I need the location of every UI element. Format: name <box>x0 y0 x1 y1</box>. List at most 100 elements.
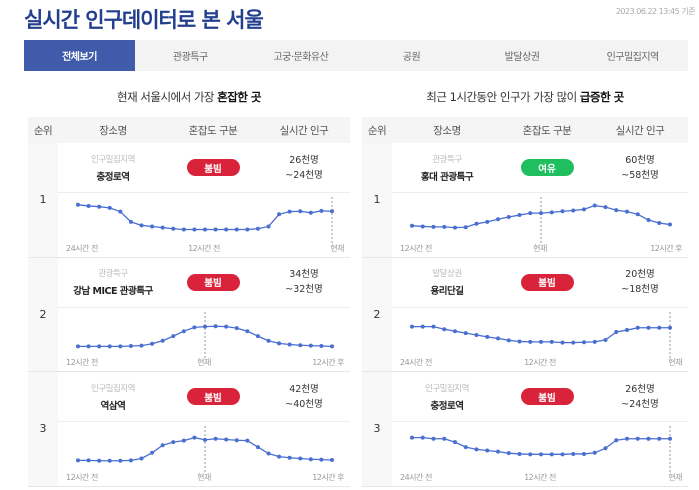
axis-label-start: 24시간 전 <box>66 243 98 253</box>
data-point <box>668 436 672 441</box>
title-prefix: 현재 서울시에서 가장 <box>116 90 218 104</box>
table-row[interactable]: 3 인구밀집지역 충정로역 붐빔 26천명 ~24천명 24시간 전 12시간 전 현재 <box>362 372 688 487</box>
data-point <box>496 335 500 340</box>
population-now: 26천명 <box>289 154 319 166</box>
data-point <box>319 457 324 462</box>
population-range: ~32천명 <box>285 284 323 295</box>
data-point <box>255 333 260 338</box>
tab-palace-heritage[interactable]: 고궁·문화유산 <box>273 52 329 63</box>
data-point <box>463 330 468 335</box>
timestamp: 2023.06.22 13:45 기준 <box>615 7 696 16</box>
right-section-title: 최근 1시간동안 인구가 가장 많이 급증한 곳 <box>362 89 688 105</box>
table-row[interactable]: 2 관광특구 강남 MICE 관광특구 붐빔 34천명 ~32천명 12시간 전 현재 12시간… <box>28 257 350 372</box>
data-point <box>506 451 511 456</box>
data-point <box>181 227 186 232</box>
data-point <box>539 211 543 216</box>
table-row[interactable]: 1 인구밀집지역 충정로역 붐빔 26천명 ~24천명 24시간 전 12시간 전 현재 <box>28 143 350 258</box>
axis-label-mid: 현재 <box>197 358 211 367</box>
table-row[interactable]: 2 발달상권 용리단길 붐빔 20천명 ~18천명 24시간 전 12시간 전 현재 <box>362 257 688 372</box>
data-point <box>128 343 133 348</box>
axis-label-start: 24시간 전 <box>400 358 432 367</box>
data-point <box>203 324 207 329</box>
data-point <box>517 451 522 456</box>
data-point <box>603 337 608 342</box>
data-point <box>410 435 414 440</box>
place-name[interactable]: 충정로역 <box>96 171 130 183</box>
col-rank: 순위 <box>33 124 53 137</box>
data-point <box>668 325 672 330</box>
data-point <box>528 339 533 344</box>
data-point <box>118 209 123 214</box>
population-range: ~24천명 <box>621 398 659 410</box>
data-point <box>571 208 576 213</box>
data-point <box>245 438 250 443</box>
data-point <box>506 214 511 219</box>
place-name[interactable]: 홍대 관광특구 <box>420 171 474 183</box>
data-point <box>420 324 425 329</box>
tab-commercial[interactable]: 발달상권 <box>504 52 540 63</box>
data-point <box>582 339 586 344</box>
data-point <box>213 436 218 441</box>
data-point <box>160 443 165 448</box>
axis-label-start: 24시간 전 <box>400 472 432 482</box>
tab-all[interactable]: 전체보기 <box>24 40 135 71</box>
tab-dense-area[interactable]: 인구밀집지역 <box>606 52 660 63</box>
data-point <box>549 339 554 344</box>
place-name[interactable]: 역삼역 <box>100 400 126 412</box>
population-now: 34천명 <box>289 269 319 280</box>
axis-label-mid: 현재 <box>197 472 211 482</box>
data-point <box>485 448 490 453</box>
axis-label-start: 12시간 전 <box>400 243 432 253</box>
tab-tourist-zone[interactable]: 관광특구 <box>172 52 208 63</box>
table-row[interactable]: 3 인구밀집지역 역삼역 붐빔 42천명 ~40천명 12시간 전 현재 12시간 후 <box>28 372 350 487</box>
data-point <box>171 333 176 338</box>
col-place: 장소명 <box>99 124 127 137</box>
page-title: 실시간 인구데이터로 본 서울 <box>24 8 264 32</box>
data-point <box>646 436 651 441</box>
population-now: 60천명 <box>625 154 655 166</box>
axis-label-end: 12시간 후 <box>650 243 682 253</box>
place-name[interactable]: 강남 MICE 관광특구 <box>73 286 153 297</box>
data-point <box>234 438 239 443</box>
data-point <box>431 224 436 229</box>
axis-label-end: 현재 <box>330 243 344 253</box>
tab-park[interactable]: 공원 <box>402 52 421 63</box>
data-point <box>657 325 662 330</box>
data-point <box>571 451 576 456</box>
data-point <box>560 209 565 214</box>
surge-table: 순위 장소명 혼잡도 구분 실시간 인구 1 관광특구 홍대 관광특구 여유 60천명 ~58천명… <box>362 117 688 487</box>
data-point <box>625 327 629 332</box>
status-badge: 붐빔 <box>186 388 240 405</box>
place-name[interactable]: 용리단길 <box>430 286 464 297</box>
data-point <box>277 454 282 459</box>
data-point <box>657 436 662 441</box>
data-point <box>474 332 479 337</box>
data-point <box>181 328 186 333</box>
axis-label-end: 12시간 후 <box>312 358 344 367</box>
table-row[interactable]: 1 관광특구 홍대 관광특구 여유 60천명 ~58천명 12시간 전 현재 12시간 후 <box>362 143 688 258</box>
data-point <box>463 225 468 230</box>
data-point <box>431 436 436 441</box>
population-now: 42천명 <box>289 383 319 395</box>
data-point <box>485 334 490 339</box>
data-point <box>86 458 91 463</box>
population-sparkline: 12시간 전 현재 12시간 후 <box>58 308 350 372</box>
data-point <box>420 224 425 229</box>
data-point <box>287 455 292 460</box>
data-point <box>582 207 586 212</box>
table-header: 순위 장소명 혼잡도 구분 실시간 인구 <box>28 117 350 143</box>
data-point <box>234 227 239 232</box>
data-point <box>496 217 500 222</box>
data-point <box>160 338 165 343</box>
data-point <box>539 452 543 457</box>
data-point <box>668 222 672 227</box>
data-point <box>625 209 629 214</box>
data-point <box>319 208 324 213</box>
title-bold: 혼잡한 곳 <box>217 90 261 104</box>
place-name[interactable]: 충정로역 <box>430 400 464 412</box>
data-point <box>160 225 165 230</box>
data-point <box>107 343 112 348</box>
data-point <box>453 440 457 445</box>
data-point <box>528 452 533 457</box>
data-point <box>560 340 565 345</box>
